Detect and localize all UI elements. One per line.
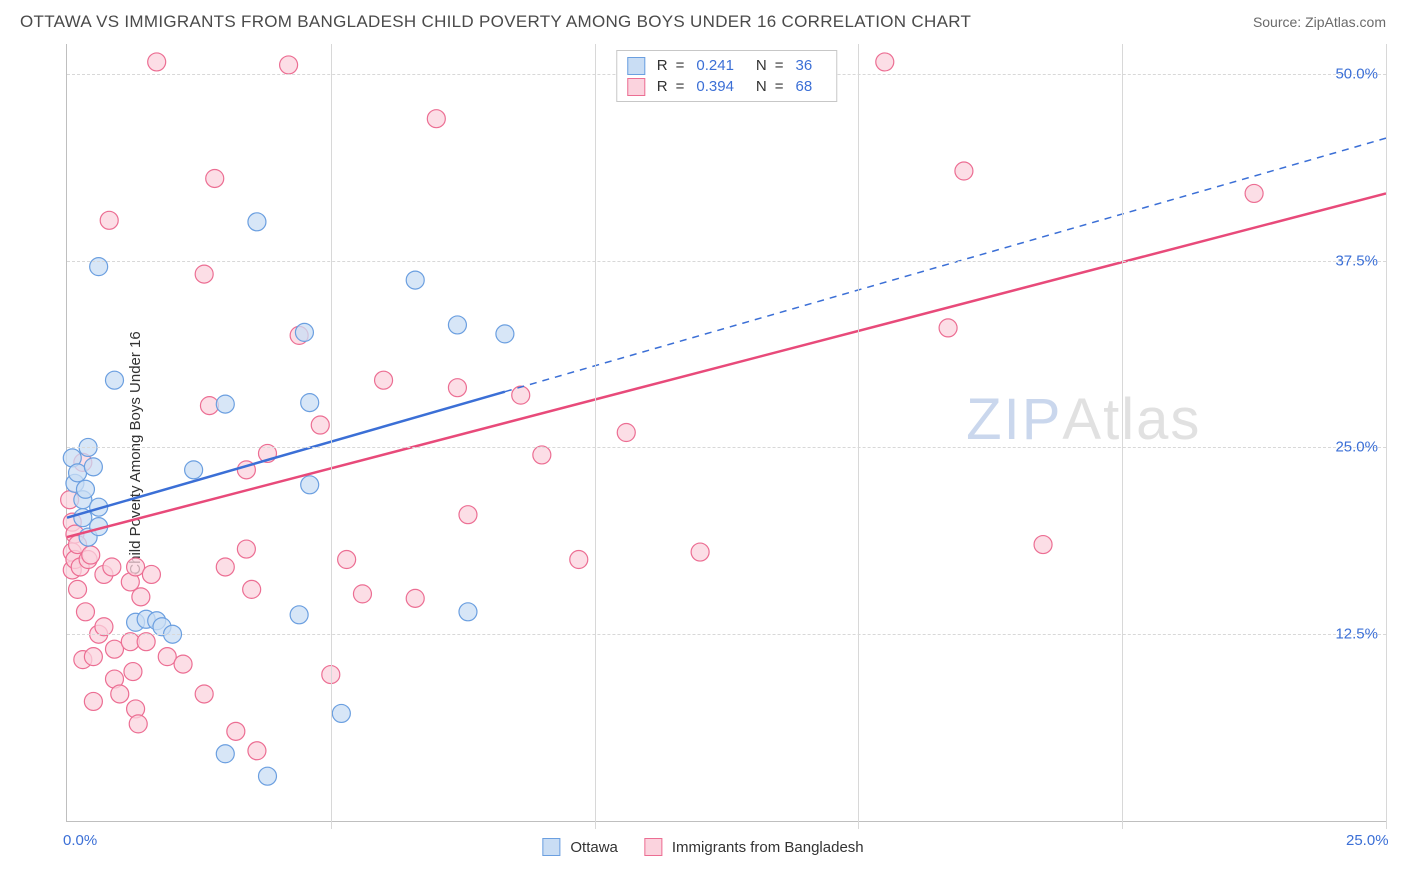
- data-point: [237, 540, 255, 558]
- data-point: [876, 53, 894, 71]
- data-point: [448, 379, 466, 397]
- swatch-ottawa: [627, 57, 645, 75]
- data-point: [496, 325, 514, 343]
- n-value-ottawa: 36: [796, 55, 813, 76]
- data-point: [216, 745, 234, 763]
- chart-source: Source: ZipAtlas.com: [1253, 14, 1386, 30]
- chart-area: Child Poverty Among Boys Under 16 R = 0.…: [20, 44, 1386, 862]
- data-point: [69, 580, 87, 598]
- data-point: [311, 416, 329, 434]
- xtick-label: 25.0%: [1346, 832, 1389, 849]
- data-point: [248, 213, 266, 231]
- data-point: [512, 386, 530, 404]
- data-point: [216, 558, 234, 576]
- swatch-bangladesh: [627, 78, 645, 96]
- data-point: [76, 480, 94, 498]
- data-layer: [67, 44, 1386, 821]
- trend-line: [67, 193, 1386, 537]
- data-point: [84, 692, 102, 710]
- data-point: [1034, 536, 1052, 554]
- data-point: [124, 663, 142, 681]
- data-point: [142, 565, 160, 583]
- data-point: [406, 589, 424, 607]
- plot-region: R = 0.241 N = 36 R = 0.394 N = 68 ZIPAtl…: [66, 44, 1386, 822]
- chart-header: OTTAWA VS IMMIGRANTS FROM BANGLADESH CHI…: [0, 0, 1406, 38]
- data-point: [301, 394, 319, 412]
- data-point: [290, 606, 308, 624]
- legend-swatch-ottawa: [542, 838, 560, 856]
- data-point: [248, 742, 266, 760]
- data-point: [1245, 184, 1263, 202]
- ytick-label: 37.5%: [1335, 252, 1378, 269]
- data-point: [301, 476, 319, 494]
- data-point: [82, 546, 100, 564]
- data-point: [206, 169, 224, 187]
- stats-row-ottawa: R = 0.241 N = 36: [627, 55, 826, 76]
- stats-legend: R = 0.241 N = 36 R = 0.394 N = 68: [616, 50, 837, 102]
- data-point: [195, 265, 213, 283]
- stats-row-bangladesh: R = 0.394 N = 68: [627, 76, 826, 97]
- legend-label-bangladesh: Immigrants from Bangladesh: [672, 839, 864, 856]
- data-point: [955, 162, 973, 180]
- data-point: [691, 543, 709, 561]
- data-point: [939, 319, 957, 337]
- data-point: [406, 271, 424, 289]
- data-point: [174, 655, 192, 673]
- data-point: [427, 110, 445, 128]
- ytick-label: 50.0%: [1335, 65, 1378, 82]
- data-point: [137, 633, 155, 651]
- legend-item-ottawa: Ottawa: [542, 838, 618, 856]
- series-legend: Ottawa Immigrants from Bangladesh: [542, 838, 863, 856]
- r-value-ottawa: 0.241: [696, 55, 734, 76]
- data-point: [448, 316, 466, 334]
- data-point: [258, 767, 276, 785]
- data-point: [353, 585, 371, 603]
- data-point: [95, 618, 113, 636]
- data-point: [132, 588, 150, 606]
- data-point: [459, 603, 477, 621]
- data-point: [375, 371, 393, 389]
- data-point: [100, 211, 118, 229]
- xtick-label: 0.0%: [63, 832, 97, 849]
- data-point: [216, 395, 234, 413]
- data-point: [227, 722, 245, 740]
- data-point: [617, 424, 635, 442]
- n-value-bangladesh: 68: [796, 76, 813, 97]
- data-point: [129, 715, 147, 733]
- chart-title: OTTAWA VS IMMIGRANTS FROM BANGLADESH CHI…: [20, 12, 971, 32]
- data-point: [103, 558, 121, 576]
- data-point: [84, 458, 102, 476]
- data-point: [459, 506, 477, 524]
- r-value-bangladesh: 0.394: [696, 76, 734, 97]
- data-point: [295, 323, 313, 341]
- legend-swatch-bangladesh: [644, 838, 662, 856]
- ytick-label: 25.0%: [1335, 439, 1378, 456]
- data-point: [84, 648, 102, 666]
- data-point: [148, 53, 166, 71]
- data-point: [280, 56, 298, 74]
- data-point: [76, 603, 94, 621]
- data-point: [105, 371, 123, 389]
- data-point: [338, 551, 356, 569]
- ytick-label: 12.5%: [1335, 626, 1378, 643]
- data-point: [533, 446, 551, 464]
- data-point: [200, 397, 218, 415]
- trend-line: [67, 392, 505, 518]
- legend-item-bangladesh: Immigrants from Bangladesh: [644, 838, 864, 856]
- data-point: [570, 551, 588, 569]
- trend-line-dashed: [505, 138, 1386, 392]
- legend-label-ottawa: Ottawa: [570, 839, 618, 856]
- data-point: [332, 704, 350, 722]
- data-point: [185, 461, 203, 479]
- data-point: [195, 685, 213, 703]
- data-point: [111, 685, 129, 703]
- data-point: [243, 580, 261, 598]
